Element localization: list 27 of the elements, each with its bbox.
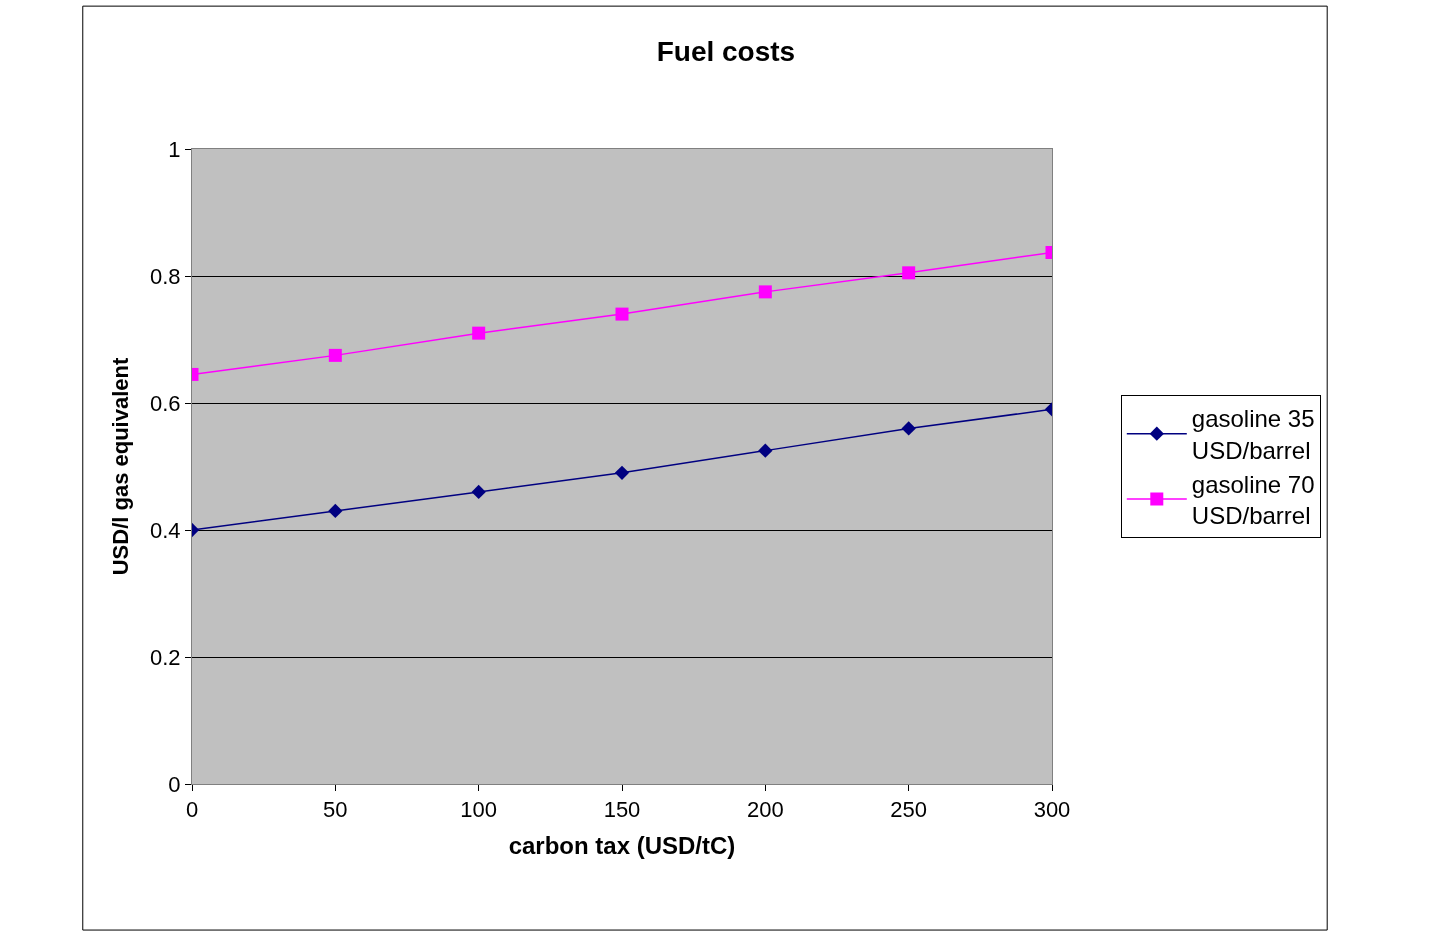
point bbox=[328, 503, 343, 519]
x-tick-label: 150 bbox=[603, 797, 641, 823]
point bbox=[614, 465, 630, 480]
x-tick-label: 250 bbox=[890, 797, 928, 823]
point bbox=[328, 348, 342, 362]
chart-title: Fuel costs bbox=[656, 36, 796, 68]
point bbox=[758, 285, 772, 299]
x-tick-label: 300 bbox=[1033, 797, 1071, 823]
x-tick-label: 200 bbox=[746, 797, 784, 823]
point bbox=[471, 484, 486, 500]
point bbox=[472, 326, 486, 340]
y-tick-label: 0.2 bbox=[150, 644, 181, 670]
y-tick-label: 0.6 bbox=[150, 390, 181, 416]
legend-label: gasoline 70 USD/barrel bbox=[1191, 470, 1315, 530]
point bbox=[615, 307, 629, 321]
x-tick-label: 50 bbox=[323, 797, 348, 823]
y-tick-label: 0 bbox=[168, 771, 181, 797]
point bbox=[902, 266, 916, 280]
y-tick-label: 0.8 bbox=[150, 263, 181, 289]
y-tick-label: 0.4 bbox=[150, 517, 181, 543]
x-tick-label: 0 bbox=[185, 797, 199, 823]
x-axis-title: carbon tax (USD/tC) bbox=[508, 831, 736, 859]
y-axis-title: USD/l gas equivalent bbox=[107, 357, 133, 576]
point bbox=[758, 443, 773, 458]
y-tick-label: 1 bbox=[168, 136, 181, 162]
point bbox=[901, 421, 916, 436]
x-tick-label: 100 bbox=[460, 797, 498, 823]
